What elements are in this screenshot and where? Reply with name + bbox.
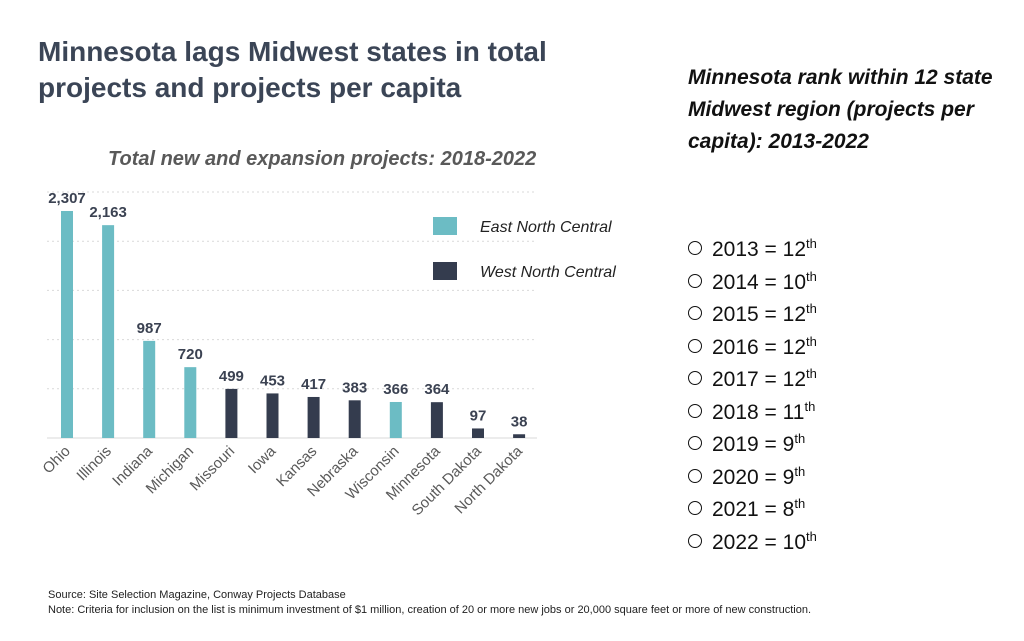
rank-suffix: th [794, 496, 806, 511]
data-label: 499 [219, 368, 244, 385]
data-label: 987 [137, 320, 162, 337]
bullet-circle-icon [688, 501, 702, 516]
rank-suffix: th [794, 431, 806, 446]
x-tick-label: Ohio [39, 443, 73, 477]
legend-label: West North Central [480, 264, 616, 281]
bullet-circle-icon [688, 371, 702, 386]
rank-suffix: th [806, 268, 817, 284]
data-label: 2,307 [48, 190, 86, 207]
rank-item: 2014 = 10th [688, 261, 817, 294]
legend-swatch [433, 262, 457, 280]
data-label: 2,163 [89, 204, 127, 221]
rank-item: 2020 = 9th [688, 456, 817, 489]
bar-wisconsin [389, 401, 402, 438]
bullet-circle-icon [688, 403, 702, 418]
rank-item: 2013 = 12th [688, 228, 817, 261]
data-label: 97 [470, 407, 487, 424]
rank-text: 2018 = 11 [712, 400, 805, 424]
rank-text: 2021 = 8 [712, 498, 795, 521]
rank-item: 2015 = 12th [688, 293, 817, 326]
bullet-circle-icon [688, 436, 702, 451]
rank-title: Minnesota rank within 12 state Midwest r… [688, 66, 993, 153]
rank-text: 2019 = 9 [712, 433, 795, 456]
x-tick-label: Missouri [187, 443, 239, 495]
rank-suffix: th [806, 366, 817, 381]
bullet-circle-icon [688, 273, 702, 288]
rank-suffix: th [804, 398, 816, 414]
rank-suffix: th [806, 301, 817, 316]
note-text: Note: Criteria for inclusion on the list… [48, 604, 812, 616]
bar-ohio [61, 210, 73, 438]
rank-item: 2016 = 12th [688, 326, 817, 359]
bar-south-dakota [472, 428, 484, 438]
data-label: 720 [178, 346, 203, 363]
bar-kansas [307, 396, 320, 438]
rank-suffix: th [794, 463, 806, 479]
rank-text: 2017 = 12 [712, 368, 807, 391]
rank-text: 2015 = 12 [712, 303, 807, 326]
rank-item: 2017 = 12th [688, 358, 817, 391]
bullet-circle-icon [688, 306, 702, 321]
legend-swatch [433, 217, 457, 235]
bar-iowa [266, 393, 279, 438]
bar-minnesota [430, 402, 443, 438]
data-label: 364 [424, 381, 450, 398]
data-label: 453 [260, 372, 285, 389]
rank-text: 2020 = 9 [712, 465, 795, 489]
rank-item: 2022 = 10th [688, 521, 817, 554]
footer: Source: Site Selection Magazine, Conway … [48, 588, 811, 618]
bullet-circle-icon [688, 241, 702, 256]
bar-missouri [225, 388, 238, 438]
bar-michigan [184, 367, 197, 438]
data-label: 366 [383, 381, 408, 398]
data-label: 383 [342, 379, 367, 396]
rank-text: 2022 = 10 [712, 530, 807, 554]
bullet-circle-icon [688, 533, 702, 548]
data-label: 38 [511, 413, 528, 430]
chart-title: Total new and expansion projects: 2018-2… [108, 148, 537, 170]
rank-suffix: th [806, 333, 817, 349]
rank-item: 2019 = 9th [688, 423, 817, 456]
legend-label: East North Central [480, 219, 612, 236]
bar-north-dakota [513, 434, 526, 438]
x-tick-label: Iowa [245, 442, 280, 477]
rank-item: 2018 = 11th [688, 391, 817, 424]
bullet-circle-icon [688, 338, 702, 353]
bar-illinois [102, 225, 115, 438]
rank-text: 2013 = 12 [712, 238, 807, 261]
bar-nebraska [348, 400, 361, 438]
bullet-circle-icon [688, 468, 702, 483]
rank-text: 2014 = 10 [712, 270, 807, 294]
rank-list: 2013 = 12th 2014 = 10th 2015 = 12th 2016 = … [688, 228, 817, 554]
rank-item: 2021 = 8th [688, 488, 817, 521]
page-title: Minnesota lags Midwest states in total p… [38, 36, 547, 103]
rank-suffix: th [806, 528, 817, 544]
bar-chart: 2,307Ohio2,163Illinois987Indiana720Michi… [39, 190, 616, 519]
bar-indiana [143, 340, 156, 438]
data-label: 417 [301, 376, 326, 393]
rank-suffix: th [806, 236, 817, 251]
rank-text: 2016 = 12 [712, 335, 807, 359]
source-text: Source: Site Selection Magazine, Conway … [48, 589, 346, 601]
